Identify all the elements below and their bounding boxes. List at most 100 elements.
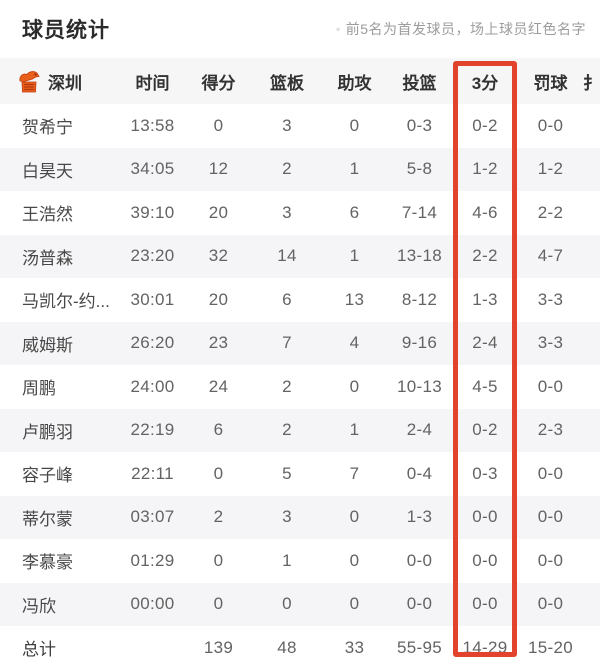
stat-value: 1-3 [406, 507, 433, 527]
stat-value: 0 [349, 550, 360, 570]
stat-value: 13:58 [130, 115, 175, 135]
stat-value: 03:07 [130, 507, 175, 527]
stat-value: 2-2 [537, 202, 564, 222]
stat-value: 0-0 [406, 550, 433, 570]
column-header-partial: 扌 [583, 73, 600, 93]
stat-value: 2-3 [537, 420, 564, 440]
stat-value: 4 [349, 333, 360, 353]
stat-value: 13-18 [397, 246, 442, 266]
column-header-three-pointers: 3分 [471, 73, 499, 93]
stat-value: 24:00 [130, 376, 175, 396]
stat-value: 22:11 [131, 463, 174, 483]
stat-value: 0-2 [472, 115, 498, 135]
stat-value: 00:00 [130, 594, 175, 614]
stat-value: 3-3 [537, 289, 564, 309]
stat-value: 1 [282, 550, 292, 570]
stat-value: 5 [282, 463, 292, 483]
player-name: 冯欣 [22, 596, 56, 616]
stat-value: 1 [349, 159, 360, 179]
stat-value: 01:29 [130, 550, 175, 570]
stat-value: 2 [213, 507, 224, 527]
stat-value: 7-14 [401, 202, 438, 222]
stat-value: 5-8 [406, 159, 433, 179]
column-header-assists: 助攻 [337, 73, 372, 93]
stat-value: 0-0 [537, 376, 564, 396]
stat-value: 3 [282, 507, 292, 527]
stat-value: 48 [277, 637, 297, 657]
stat-value: 7 [349, 463, 360, 483]
stat-value: 1-2 [537, 159, 564, 179]
stat-value: 20 [208, 202, 229, 222]
column-header-team: 深圳 [0, 68, 120, 95]
player-name: 白昊天 [22, 161, 73, 181]
player-name: 卢鹏羽 [22, 422, 73, 442]
player-name: 马凯尔-约... [22, 292, 110, 312]
stat-value: 15-20 [528, 637, 573, 657]
stat-value: 4-5 [472, 376, 498, 396]
table-header-row: 深圳 时间 得分 篮板 助攻 投篮 3分 罚球 扌 [0, 58, 600, 104]
player-name: 容子峰 [22, 466, 73, 486]
stat-value: 3 [282, 202, 292, 222]
legend-note: ◦ 前5名为首发球员，场上球员红色名字 [336, 19, 586, 39]
stat-value: 0 [282, 594, 292, 614]
page-title: 球员统计 [22, 19, 110, 42]
stat-value: 2 [282, 159, 292, 179]
stat-value: 33 [344, 637, 365, 657]
stats-table: 深圳 时间 得分 篮板 助攻 投篮 3分 罚球 扌 贺希宁 13:58 0 3 0 0-3… [0, 58, 600, 668]
player-name: 王浩然 [22, 205, 73, 225]
stat-value: 0 [213, 550, 224, 570]
player-row: 容子峰 22:11 0 5 7 0-4 0-3 0-0 [0, 452, 600, 496]
stat-value: 23 [208, 333, 229, 353]
legend-note-text: 前5名为首发球员，场上球员红色名字 [345, 21, 586, 37]
stat-value: 24 [208, 376, 229, 396]
column-header-field-goals: 投篮 [402, 73, 437, 93]
stat-value: 0-3 [472, 463, 498, 483]
stat-value: 6 [213, 420, 224, 440]
stat-value: 0-0 [472, 507, 498, 527]
stat-value: 2-4 [472, 333, 498, 353]
stat-value: 0 [213, 115, 224, 135]
stat-value: 0-0 [537, 594, 564, 614]
player-name: 李慕豪 [22, 553, 73, 573]
player-row: 冯欣 00:00 0 0 0 0-0 0-0 0-0 [0, 582, 600, 626]
stat-value: 13 [344, 289, 365, 309]
stat-value: 26:20 [130, 333, 175, 353]
note-bullet-icon: ◦ [335, 22, 341, 36]
column-header-free-throws: 罚球 [533, 73, 568, 93]
player-row: 汤普森 23:20 32 14 1 13-18 2-2 4-7 [0, 234, 600, 278]
stat-value: 34:05 [130, 159, 175, 179]
total-row: 总计 139 48 33 55-95 14-29 15-20 [0, 626, 600, 668]
stat-value: 23:20 [130, 246, 175, 266]
stat-value: 0 [349, 376, 360, 396]
player-row: 李慕豪 01:29 0 1 0 0-0 0-0 0-0 [0, 539, 600, 583]
stat-value: 39:10 [130, 202, 175, 222]
stat-value: 0 [349, 115, 360, 135]
stat-value: 22:19 [130, 420, 175, 440]
stat-value: 0-3 [406, 115, 433, 135]
table-body: 贺希宁 13:58 0 3 0 0-3 0-2 0-0 白昊天 34:05 1 2 2 1 5-8 1-2 1-… [0, 104, 600, 668]
stat-value: 0-4 [406, 463, 433, 483]
stat-value: 1-2 [472, 159, 498, 179]
stat-value: 0 [349, 507, 360, 527]
stat-value: 3 [282, 115, 292, 135]
player-name: 威姆斯 [22, 335, 73, 355]
stat-value: 0-0 [537, 507, 564, 527]
stat-value: 2-2 [472, 246, 498, 266]
stat-value: 9-16 [401, 333, 438, 353]
stat-value: 0-0 [537, 463, 564, 483]
stat-value: 0-0 [406, 594, 433, 614]
stat-value: 0-2 [472, 420, 498, 440]
stat-value: 6 [282, 289, 292, 309]
stat-value: 139 [203, 637, 234, 657]
player-name: 贺希宁 [22, 118, 73, 138]
stat-value: 0-0 [537, 115, 564, 135]
column-header-time: 时间 [135, 73, 170, 93]
stat-value: 0 [213, 594, 224, 614]
stat-value: 30:01 [130, 289, 175, 309]
total-label: 总计 [22, 640, 56, 660]
stat-value: 2-4 [406, 420, 433, 440]
player-row: 马凯尔-约... 30:01 20 6 13 8-12 1-3 3-3 [0, 278, 600, 322]
stat-value: 2 [282, 376, 292, 396]
stat-value: 0 [213, 463, 224, 483]
